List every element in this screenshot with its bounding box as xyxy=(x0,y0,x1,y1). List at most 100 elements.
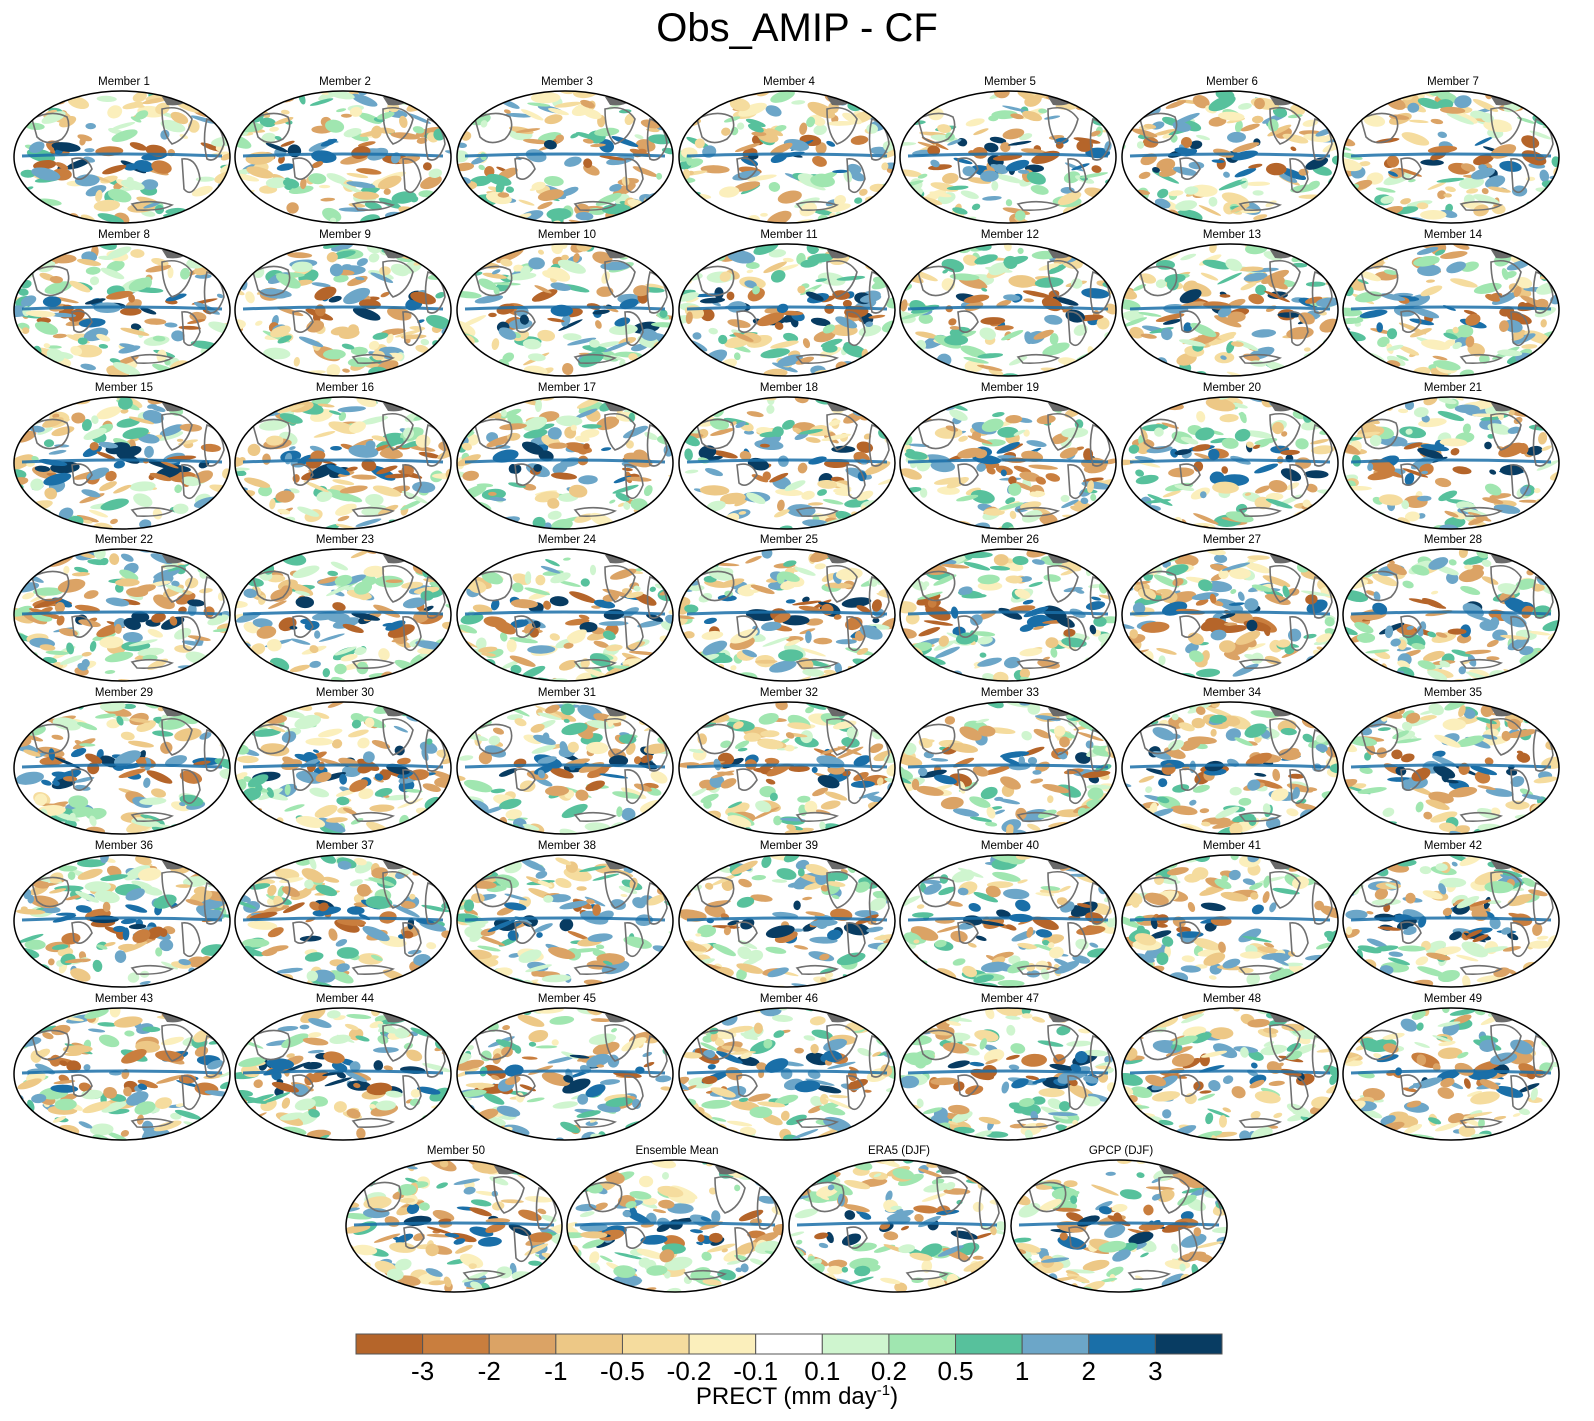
anomaly-patch xyxy=(1023,298,1035,303)
anomaly-patch xyxy=(151,788,166,798)
anomaly-patch xyxy=(661,667,673,679)
anomaly-patch xyxy=(46,95,67,100)
anomaly-patch xyxy=(1049,333,1059,346)
anomaly-patch xyxy=(420,590,434,601)
anomaly-patch xyxy=(941,258,965,273)
anomaly-patch xyxy=(419,361,442,372)
anomaly-patch xyxy=(83,428,107,440)
anomaly-patch xyxy=(886,488,895,496)
map-frame xyxy=(678,243,896,377)
anomaly-patch xyxy=(1521,344,1538,349)
map-field xyxy=(235,244,451,376)
anomaly-patch xyxy=(1104,109,1116,121)
anomaly-patch xyxy=(442,808,451,821)
anomaly-patch xyxy=(208,213,225,223)
anomaly-patch xyxy=(1318,509,1338,515)
anomaly-patch xyxy=(255,549,281,560)
coastline xyxy=(604,259,636,298)
anomaly-patch xyxy=(214,105,230,116)
anomaly-patch xyxy=(14,714,28,726)
anomaly-patch xyxy=(466,363,477,370)
anomaly-patch xyxy=(1473,194,1500,205)
coastline xyxy=(1139,112,1178,144)
anomaly-patch xyxy=(981,418,1004,432)
anomaly-patch xyxy=(657,653,673,663)
anomaly-patch xyxy=(1471,167,1495,180)
map xyxy=(1342,90,1560,224)
anomaly-patch xyxy=(1343,252,1371,262)
anomaly-patch xyxy=(200,443,221,452)
map xyxy=(456,548,674,682)
map xyxy=(1342,548,1560,682)
anomaly-patch xyxy=(900,468,922,480)
anomaly-patch xyxy=(1061,499,1079,509)
anomaly-patch xyxy=(1380,293,1406,301)
anomaly-patch xyxy=(760,212,768,217)
anomaly-patch xyxy=(109,553,120,565)
anomaly-patch xyxy=(1343,372,1346,376)
anomaly-patch xyxy=(1195,427,1215,441)
anomaly-patch xyxy=(649,199,671,207)
anomaly-patch xyxy=(134,159,154,173)
anomaly-patch xyxy=(977,364,1003,371)
anomaly-patch xyxy=(386,524,406,529)
itcz-band xyxy=(21,610,223,616)
anomaly-patch xyxy=(1440,250,1468,260)
anomaly-patch xyxy=(633,449,648,461)
map-field xyxy=(1122,244,1338,376)
anomaly-patch xyxy=(1295,397,1313,404)
map-field xyxy=(1122,549,1338,681)
anomaly-patch xyxy=(24,676,43,681)
map-panel: Member 24 xyxy=(455,534,679,684)
anomaly-patch xyxy=(1029,490,1046,498)
anomaly-patch xyxy=(316,490,333,502)
anomaly-patch xyxy=(1017,247,1024,254)
anomaly-patch xyxy=(178,675,207,681)
anomaly-patch xyxy=(699,485,730,496)
anomaly-patch xyxy=(478,751,492,765)
anomaly-patch xyxy=(481,652,496,657)
anomaly-patch xyxy=(562,702,579,706)
map-panel: Member 27 xyxy=(1120,534,1344,684)
anomaly-patch xyxy=(391,191,417,204)
anomaly-patch xyxy=(1481,576,1499,585)
coastline xyxy=(252,723,291,755)
anomaly-patch xyxy=(1416,626,1424,637)
anomaly-patch xyxy=(917,360,942,373)
anomaly-patch xyxy=(386,333,394,344)
coastline xyxy=(795,658,839,669)
anomaly-patch xyxy=(1137,588,1157,601)
anomaly-patch xyxy=(679,507,686,517)
anomaly-patch xyxy=(561,722,588,736)
panel-title: Member 31 xyxy=(537,687,597,699)
anomaly-patch xyxy=(317,576,340,584)
anomaly-patch xyxy=(547,427,562,440)
map-panel: Member 28 xyxy=(1341,534,1565,684)
anomaly-patch xyxy=(845,549,870,557)
anomaly-patch xyxy=(421,399,434,404)
anomaly-patch xyxy=(380,291,390,298)
map-field xyxy=(457,549,673,681)
panel-title: Member 8 xyxy=(98,229,150,241)
anomaly-patch xyxy=(730,665,737,671)
anomaly-patch xyxy=(1192,95,1210,109)
anomaly-patch xyxy=(461,442,473,451)
anomaly-patch xyxy=(128,103,145,108)
anomaly-patch xyxy=(888,195,895,209)
coastline xyxy=(1269,106,1301,145)
anomaly-patch xyxy=(100,702,126,712)
anomaly-patch xyxy=(1316,408,1336,420)
map-panel: Member 14 xyxy=(1341,229,1565,379)
anomaly-patch xyxy=(759,443,770,448)
anomaly-patch xyxy=(1145,499,1172,504)
anomaly-patch xyxy=(492,282,521,286)
anomaly-patch xyxy=(303,480,329,493)
anomaly-patch xyxy=(1364,93,1373,100)
anomaly-patch xyxy=(39,825,60,832)
anomaly-patch xyxy=(659,562,673,575)
anomaly-patch xyxy=(979,652,987,658)
anomaly-patch xyxy=(735,421,747,428)
anomaly-patch xyxy=(105,470,117,482)
anomaly-patch xyxy=(1421,415,1430,423)
anomaly-patch xyxy=(1452,244,1470,250)
